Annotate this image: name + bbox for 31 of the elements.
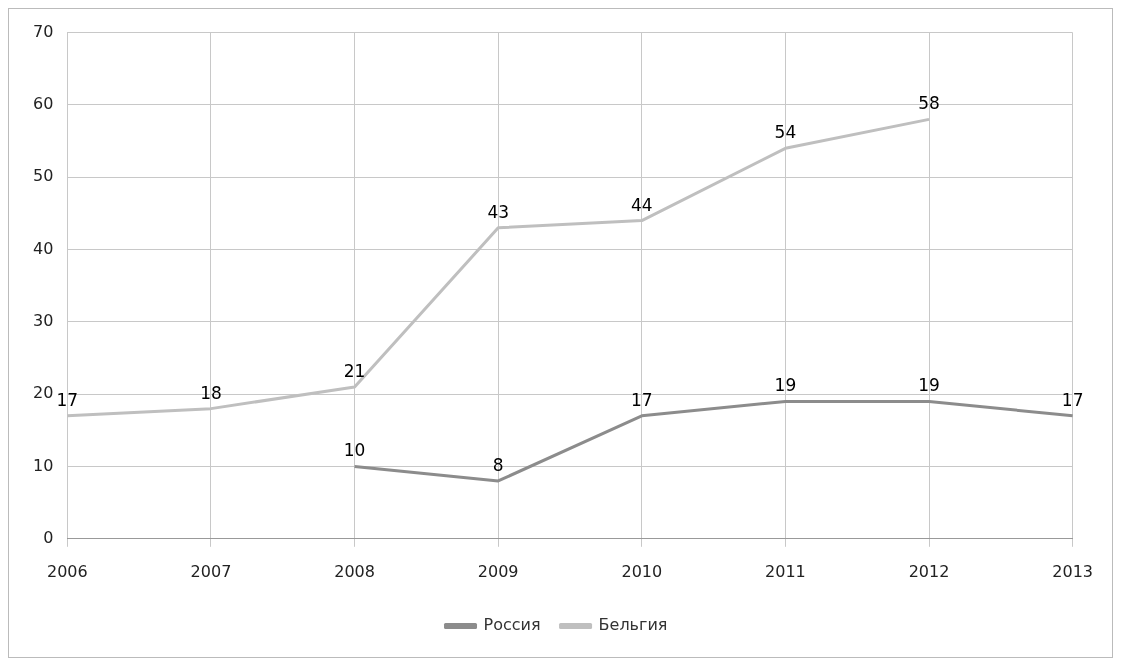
x-tick-label: 2006 — [47, 561, 88, 581]
x-tick-label: 2013 — [1052, 561, 1093, 581]
y-tick-label: 10 — [33, 455, 54, 475]
legend-label: Бельгия — [598, 615, 668, 635]
x-tick-label: 2012 — [908, 561, 950, 581]
data-label: 19 — [774, 375, 797, 396]
x-tick-label: 2008 — [334, 561, 375, 581]
data-label: 17 — [630, 389, 653, 410]
y-tick-label: 50 — [33, 166, 54, 186]
data-label: 10 — [343, 440, 366, 461]
y-tick-label: 20 — [33, 383, 54, 403]
x-tick-label: 2010 — [621, 561, 663, 581]
y-tick-label: 60 — [33, 94, 54, 114]
legend-label: Россия — [483, 615, 541, 635]
y-tick-label: 0 — [43, 527, 54, 547]
x-tick-label: 2009 — [477, 561, 519, 581]
x-tick-label: 2011 — [765, 561, 806, 581]
data-label: 58 — [918, 93, 940, 114]
y-tick-label: 40 — [33, 238, 54, 258]
data-label: 18 — [200, 382, 222, 403]
data-label: 17 — [56, 389, 79, 410]
data-label: 19 — [918, 375, 940, 396]
data-label: 8 — [492, 454, 504, 475]
x-tick-label: 2007 — [190, 561, 232, 581]
y-tick-label: 70 — [33, 21, 54, 41]
data-label: 21 — [343, 360, 366, 381]
y-tick-label: 30 — [33, 311, 54, 331]
data-label: 17 — [1061, 389, 1084, 410]
data-label: 44 — [630, 194, 653, 215]
data-label: 54 — [774, 122, 797, 143]
data-label: 43 — [487, 201, 510, 222]
